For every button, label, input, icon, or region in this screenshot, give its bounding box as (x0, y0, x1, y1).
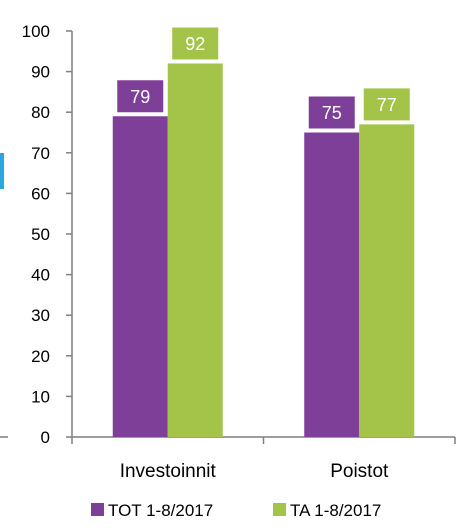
legend-label: TOT 1-8/2017 (108, 501, 213, 520)
data-label-box (117, 80, 164, 113)
legend-swatch (273, 503, 286, 516)
y-tick-label: 70 (31, 144, 50, 163)
data-label-box (308, 96, 355, 129)
y-tick-label: 90 (31, 63, 50, 82)
y-tick-label: 100 (22, 22, 50, 41)
legend: TOT 1-8/2017 TA 1-8/2017 (91, 501, 381, 520)
legend-label: TA 1-8/2017 (290, 501, 381, 520)
bar (167, 63, 223, 437)
bar (304, 132, 360, 437)
y-axis: 0 10 20 30 40 50 60 70 80 90 100 (22, 22, 73, 447)
y-tick-label: 80 (31, 103, 50, 122)
data-label-box (172, 27, 219, 60)
y-tick-label: 0 (41, 428, 50, 447)
y-tick-label: 60 (31, 184, 50, 203)
bar (112, 116, 168, 437)
y-tick-label: 30 (31, 306, 50, 325)
bars: 79 92 75 77 (112, 27, 415, 437)
y-tick-label: 20 (31, 347, 50, 366)
data-label: 92 (185, 34, 205, 54)
x-category-label: Poistot (330, 461, 389, 482)
data-label: 79 (130, 87, 150, 107)
left-accent-mark (0, 153, 4, 189)
data-label: 75 (322, 103, 342, 123)
data-label-box (363, 88, 410, 121)
x-category-label: Investoinnit (120, 461, 217, 482)
bar (359, 124, 415, 437)
data-label: 77 (377, 95, 397, 115)
legend-swatch (91, 503, 104, 516)
x-axis: Investoinnit Poistot (71, 436, 456, 482)
y-tick-label: 10 (31, 387, 50, 406)
y-tick-label: 40 (31, 266, 50, 285)
y-tick-label: 50 (31, 225, 50, 244)
